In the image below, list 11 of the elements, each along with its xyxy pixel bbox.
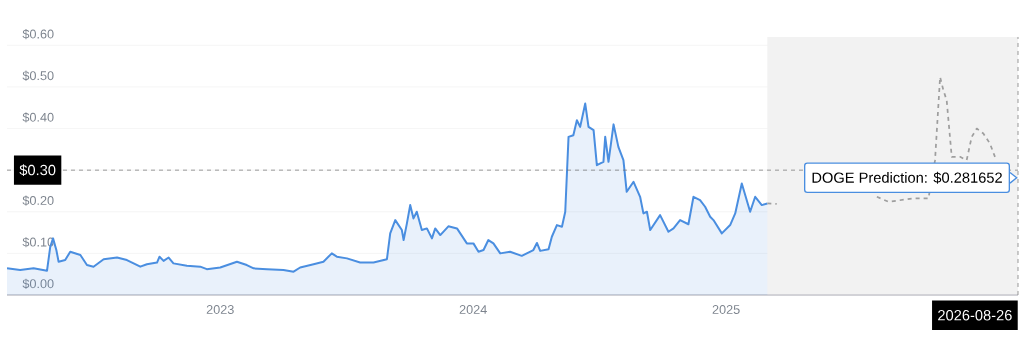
y-tick-label: $0.60 xyxy=(22,29,54,40)
x-tick-label: 2023 xyxy=(206,305,234,314)
y-tick-label: $0.00 xyxy=(22,278,54,289)
x-tick-label: 2025 xyxy=(712,305,740,314)
ref-line-label: 2026-08-26 xyxy=(938,310,1012,321)
y-tick-label: $0.20 xyxy=(22,195,54,206)
x-tick-label: 2024 xyxy=(459,305,487,314)
annotation: DOGE Prediction: $0.281652 xyxy=(812,171,1002,184)
ref-line-label: $0.30 xyxy=(19,164,56,177)
y-tick-label: $0.40 xyxy=(22,112,54,123)
y-tick-label: $0.50 xyxy=(22,70,54,81)
